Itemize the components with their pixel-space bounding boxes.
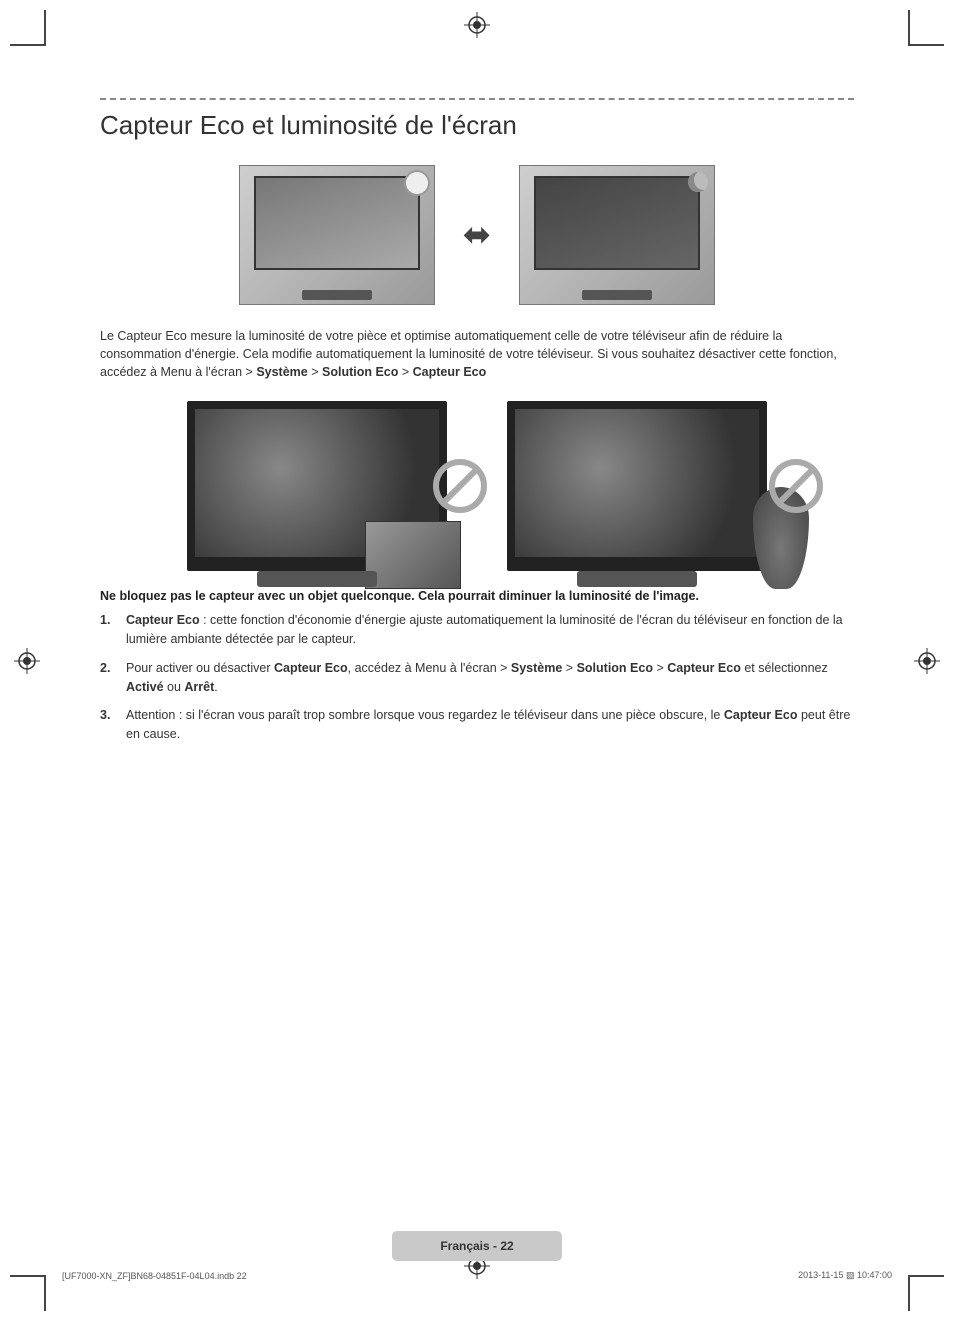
- intro-paragraph: Le Capteur Eco mesure la luminosité de v…: [100, 327, 854, 381]
- list-item: 1. Capteur Eco : cette fonction d'économ…: [100, 611, 854, 649]
- page-number-badge: Français - 22: [392, 1231, 562, 1261]
- registration-mark-icon: [14, 648, 40, 674]
- crop-mark: [10, 44, 46, 46]
- crop-mark: [908, 1275, 944, 1277]
- crop-mark: [44, 1275, 46, 1311]
- illustration-row-1: ⬌: [100, 165, 854, 305]
- instruction-list: 1. Capteur Eco : cette fonction d'économ…: [100, 611, 854, 744]
- crop-mark: [44, 10, 46, 46]
- prohibit-icon: [769, 459, 823, 513]
- registration-mark-icon: [914, 648, 940, 674]
- footer-filename: [UF7000-XN_ZF]BN68-04851F-04L04.indb 22: [62, 1271, 247, 1281]
- sun-icon: [406, 172, 428, 194]
- moon-icon: [688, 172, 708, 192]
- footer-timestamp: 2013-11-15 ▧ 10:47:00: [798, 1270, 892, 1281]
- double-arrow-icon: ⬌: [463, 215, 492, 255]
- page-content: Capteur Eco et luminosité de l'écran ⬌ L…: [100, 98, 854, 754]
- page-title: Capteur Eco et luminosité de l'écran: [100, 110, 854, 141]
- tv-blocked-vase-illustration: [507, 401, 767, 571]
- crop-mark: [908, 10, 910, 46]
- tv-dark-illustration: [519, 165, 715, 305]
- tv-blocked-laptop-illustration: [187, 401, 447, 571]
- crop-mark: [908, 1275, 910, 1311]
- tv-bright-illustration: [239, 165, 435, 305]
- laptop-icon: [365, 521, 461, 589]
- crop-mark: [10, 1275, 46, 1277]
- registration-mark-icon: [464, 12, 490, 38]
- warning-text: Ne bloquez pas le capteur avec un objet …: [100, 589, 854, 603]
- crop-mark: [908, 44, 944, 46]
- prohibit-icon: [433, 459, 487, 513]
- dashed-divider: [100, 98, 854, 100]
- list-item: 2. Pour activer ou désactiver Capteur Ec…: [100, 659, 854, 697]
- illustration-row-2: [100, 401, 854, 571]
- list-item: 3. Attention : si l'écran vous paraît tr…: [100, 706, 854, 744]
